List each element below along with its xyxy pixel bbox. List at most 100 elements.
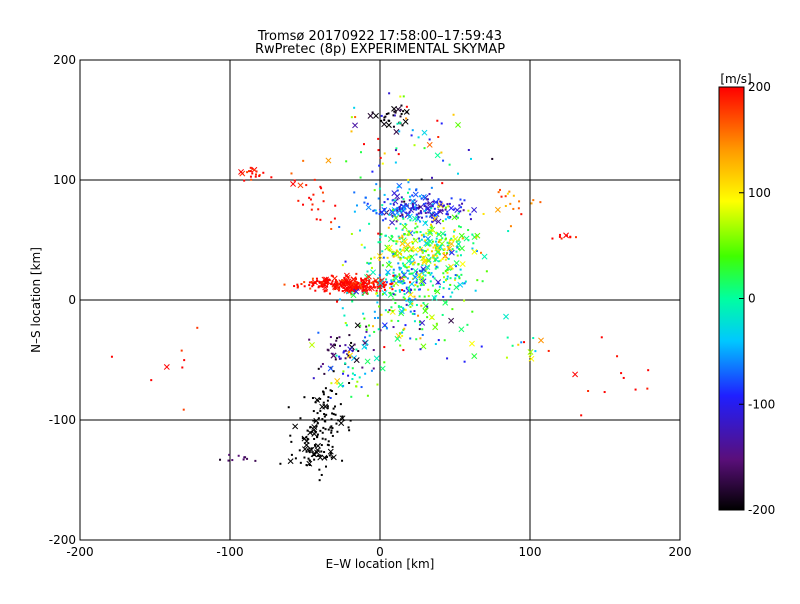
data-point (402, 328, 405, 331)
data-point (435, 247, 438, 250)
data-point-x (572, 371, 579, 378)
data-point-x (451, 214, 458, 221)
data-point (446, 357, 449, 360)
data-point (426, 202, 429, 205)
data-point (330, 429, 333, 432)
data-point (329, 452, 332, 455)
data-point (342, 286, 345, 289)
data-point (512, 207, 515, 210)
data-point (336, 430, 339, 433)
data-point (480, 345, 483, 348)
data-point (299, 417, 302, 420)
data-point (446, 203, 449, 206)
data-point (420, 178, 423, 181)
data-point (427, 243, 430, 246)
data-point (330, 274, 333, 277)
data-point (408, 288, 411, 291)
data-point (401, 236, 404, 239)
axes: -200 -100 0 100 200 -200 -100 0 100 200 (49, 53, 692, 559)
data-point (355, 385, 358, 388)
data-point (379, 329, 382, 332)
data-point (520, 341, 523, 344)
data-point-x (448, 263, 454, 270)
data-point (400, 210, 403, 213)
data-point (431, 240, 434, 243)
data-point (311, 282, 314, 285)
data-point (430, 250, 433, 253)
data-point (413, 288, 416, 291)
data-point (402, 307, 405, 310)
data-point (404, 324, 407, 327)
data-point-x (422, 308, 429, 314)
data-point (393, 114, 396, 117)
data-point (417, 215, 420, 218)
data-point (408, 199, 411, 202)
data-point (442, 272, 445, 275)
data-point (428, 138, 431, 141)
data-point (342, 370, 345, 373)
data-point (402, 249, 405, 252)
x-tick-label: -100 (216, 545, 243, 559)
data-point (384, 115, 387, 118)
data-point (401, 234, 404, 237)
data-point (316, 412, 319, 415)
data-point (302, 203, 305, 206)
data-point (402, 256, 405, 259)
data-point (360, 279, 363, 282)
data-point (430, 186, 433, 189)
data-point (415, 253, 418, 256)
data-point (308, 459, 311, 462)
data-point (379, 289, 382, 292)
data-point (386, 198, 389, 201)
data-point-x (427, 230, 434, 237)
data-point (301, 437, 304, 440)
data-point (349, 356, 352, 359)
data-point (317, 454, 320, 457)
data-point (440, 201, 443, 204)
data-point (327, 428, 330, 431)
data-point (326, 443, 329, 446)
data-point (445, 252, 448, 255)
data-point-x (395, 332, 402, 339)
data-point (311, 285, 314, 288)
data-point (417, 206, 420, 209)
data-point (333, 217, 336, 220)
data-point (389, 202, 392, 205)
data-point (456, 274, 459, 277)
data-point (366, 394, 369, 397)
data-point (351, 285, 354, 288)
data-point (378, 258, 381, 261)
data-point (242, 458, 245, 461)
data-point (312, 377, 315, 380)
data-point (475, 250, 478, 253)
data-point (383, 346, 386, 349)
data-point (404, 203, 407, 206)
data-point (394, 289, 397, 292)
data-point (425, 208, 428, 211)
data-point (389, 249, 392, 252)
data-point (397, 185, 400, 188)
data-point (418, 205, 421, 208)
data-point (394, 111, 397, 114)
data-point (429, 244, 432, 247)
data-point-x (325, 157, 332, 164)
data-point (580, 414, 583, 417)
data-point (476, 279, 479, 282)
data-point (518, 200, 521, 203)
data-point-x (434, 245, 441, 252)
data-point (451, 308, 454, 311)
data-point (452, 113, 455, 116)
data-point (404, 276, 407, 279)
data-point (420, 238, 423, 241)
data-point (364, 372, 367, 375)
data-point (436, 119, 439, 122)
data-point (416, 285, 419, 288)
data-point (429, 273, 432, 276)
data-point (382, 256, 385, 259)
data-point (290, 453, 293, 456)
data-point (303, 396, 306, 399)
data-point (420, 304, 423, 307)
data-point (457, 212, 460, 215)
data-point-x (442, 299, 449, 306)
chart-subtitle: RwPretec (8p) EXPERIMENTAL SKYMAP (255, 42, 505, 57)
